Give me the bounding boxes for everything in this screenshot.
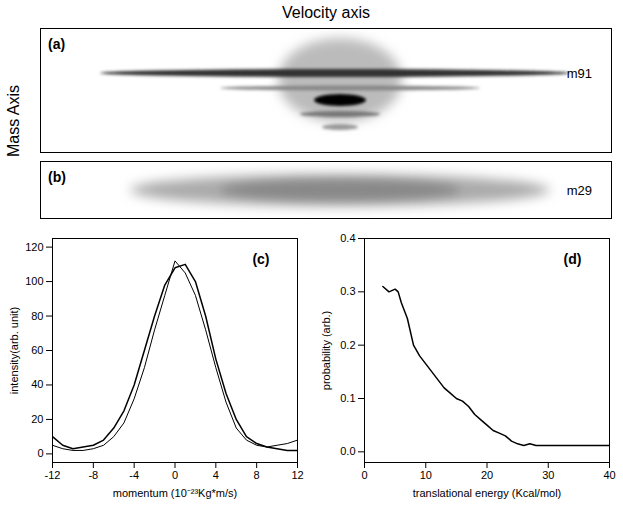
svg-text:0.2: 0.2 — [340, 339, 355, 351]
svg-text:momentum (10⁻²³Kg*m/s): momentum (10⁻²³Kg*m/s) — [113, 487, 237, 499]
svg-text:20: 20 — [31, 413, 43, 425]
svg-text:0.3: 0.3 — [340, 285, 355, 297]
svg-text:(a): (a) — [48, 36, 65, 52]
svg-text:m91: m91 — [567, 66, 592, 81]
svg-text:12: 12 — [291, 469, 303, 481]
svg-text:0: 0 — [361, 469, 367, 481]
svg-text:-8: -8 — [88, 469, 98, 481]
svg-text:8: 8 — [254, 469, 260, 481]
svg-text:intensity(arb. unit): intensity(arb. unit) — [8, 307, 20, 394]
svg-text:(b): (b) — [48, 169, 66, 185]
svg-text:40: 40 — [603, 469, 615, 481]
svg-text:-12: -12 — [45, 469, 61, 481]
svg-text:20: 20 — [481, 469, 493, 481]
svg-text:30: 30 — [542, 469, 554, 481]
svg-text:10: 10 — [420, 469, 432, 481]
svg-text:0.4: 0.4 — [340, 232, 355, 244]
svg-text:(c): (c) — [252, 251, 269, 267]
svg-text:(d): (d) — [564, 251, 582, 267]
html-text:Velocity axis: Velocity axis — [282, 4, 370, 21]
svg-text:80: 80 — [31, 310, 43, 322]
svg-text:0.0: 0.0 — [340, 445, 355, 457]
svg-text:0.1: 0.1 — [340, 392, 355, 404]
svg-text:m29: m29 — [567, 183, 592, 198]
svg-text:translational energy (Kcal/mol: translational energy (Kcal/mol) — [413, 487, 562, 499]
svg-text:probability (arb.): probability (arb.) — [320, 311, 332, 390]
svg-text:0: 0 — [37, 447, 43, 459]
svg-text:0: 0 — [172, 469, 178, 481]
svg-text:60: 60 — [31, 344, 43, 356]
svg-text:-4: -4 — [129, 469, 139, 481]
svg-text:100: 100 — [25, 275, 43, 287]
html-text:Mass Axis: Mass Axis — [5, 85, 22, 157]
svg-text:120: 120 — [25, 241, 43, 253]
svg-text:40: 40 — [31, 378, 43, 390]
svg-text:4: 4 — [213, 469, 219, 481]
